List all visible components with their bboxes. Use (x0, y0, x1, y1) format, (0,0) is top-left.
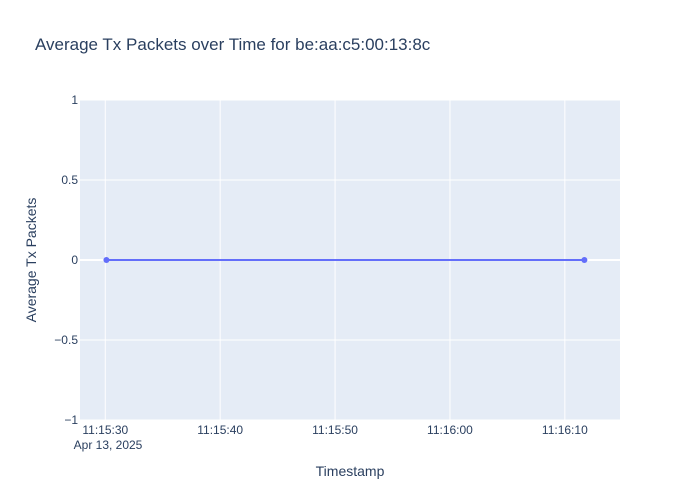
y-tick-label: 0.5 (61, 173, 78, 187)
x-date-label: Apr 13, 2025 (74, 438, 143, 452)
x-tick-label: 11:15:50 (312, 423, 358, 437)
y-tick-label: 1 (71, 93, 78, 107)
x-tick-label: 11:15:30 (82, 423, 128, 437)
y-tick-label: −0.5 (54, 333, 78, 347)
y-tick-labels: 1 0.5 0 −0.5 −1 (54, 93, 78, 427)
x-tick-label: 11:15:40 (197, 423, 243, 437)
y-tick-label: −1 (64, 413, 78, 427)
data-point[interactable] (103, 257, 110, 263)
data-point[interactable] (581, 257, 588, 263)
x-tick-label: 11:16:10 (542, 423, 588, 437)
x-tick-label: 11:16:00 (427, 423, 473, 437)
y-axis-title: Average Tx Packets (23, 198, 39, 323)
y-tick-label: 0 (71, 253, 78, 267)
x-tick-labels: 11:15:30 11:15:40 11:15:50 11:16:00 11:16:10 (82, 423, 588, 437)
chart-title: Average Tx Packets over Time for be:aa:c… (35, 35, 431, 54)
series-layer (103, 257, 588, 263)
x-axis-title: Timestamp (316, 463, 385, 479)
